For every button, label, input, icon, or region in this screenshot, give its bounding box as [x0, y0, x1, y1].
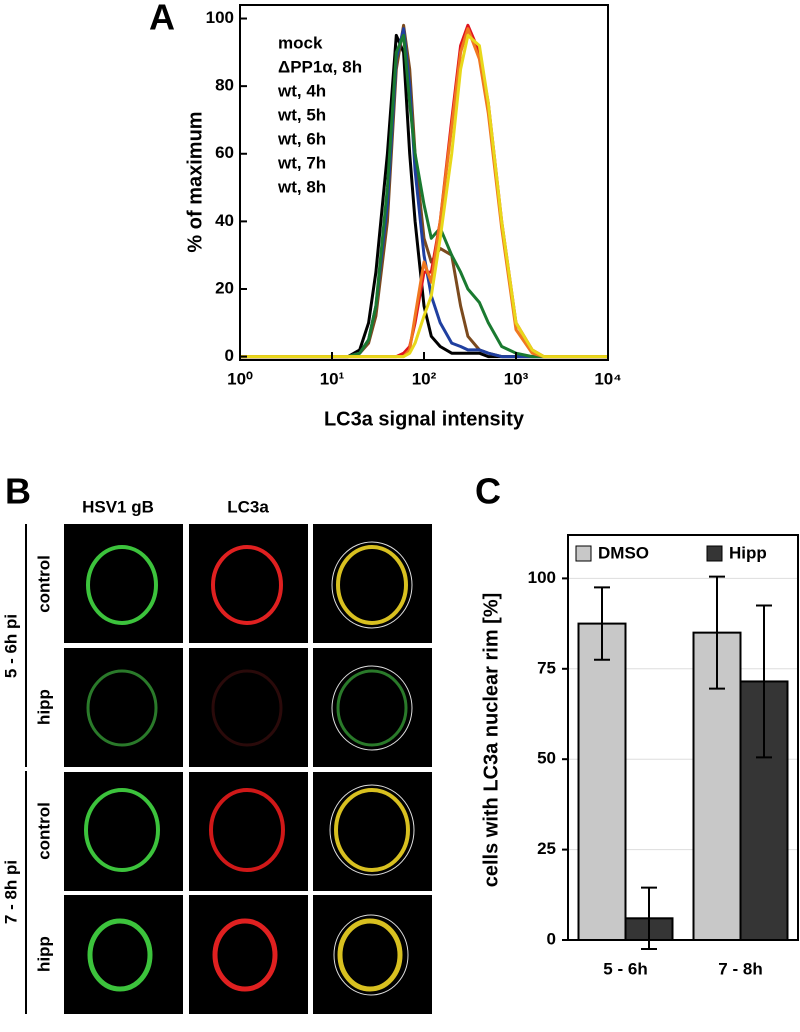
micrograph [64, 895, 183, 1014]
column-label: LC3a [227, 497, 269, 516]
outline [329, 784, 415, 876]
y-tick-label: 100 [528, 568, 556, 587]
error-bar [641, 886, 657, 951]
cell [86, 669, 158, 747]
error-bar [756, 604, 772, 759]
legend-label: wt, 6h [277, 129, 326, 148]
y-tick-label: 75 [537, 658, 556, 677]
group-label: 5 - 6h pi [1, 614, 20, 678]
legend-label: wt, 7h [277, 153, 326, 172]
legend-label: DMSO [598, 543, 649, 562]
x-tick-label: 10³ [504, 369, 529, 388]
outline [333, 914, 409, 996]
bar [577, 622, 627, 941]
x-axis-title: LC3a signal intensity [324, 408, 525, 430]
micrograph [64, 648, 183, 767]
panel-label: A [149, 0, 175, 38]
column-label: HSV1 gB [82, 497, 154, 516]
x-tick-label: 10¹ [320, 369, 345, 388]
cell [211, 545, 283, 625]
cell [209, 788, 285, 872]
cell [211, 669, 283, 747]
legend-label: mock [278, 33, 323, 52]
y-tick-label: 80 [215, 76, 234, 95]
panel-label: C [475, 471, 501, 512]
y-axis-title: cells with LC3a nuclear rim [%] [480, 593, 502, 888]
micrographs [64, 524, 432, 1014]
x-tick-label: 5 - 6h [603, 959, 647, 978]
x-tick-label: 10⁰ [227, 369, 253, 388]
cell [212, 918, 278, 992]
cell [87, 918, 153, 992]
y-tick-label: 40 [215, 211, 234, 230]
micrograph [64, 524, 183, 643]
x-tick-label: 10² [412, 369, 437, 388]
micrograph [189, 648, 308, 767]
legend-label: wt, 8h [277, 177, 326, 196]
legend-label: wt, 5h [277, 105, 326, 124]
panel-label: B [5, 471, 31, 512]
x-tick-label: 7 - 8h [718, 959, 762, 978]
outline [331, 541, 413, 629]
legend-label: ΔPP1α, 8h [278, 57, 362, 76]
y-tick-label: 0 [547, 929, 556, 948]
cell [337, 918, 403, 992]
cell [84, 788, 160, 872]
cell [336, 545, 408, 625]
cell [86, 545, 158, 625]
legend-swatch [706, 545, 723, 562]
series-line [240, 33, 608, 359]
y-tick-label: 20 [215, 278, 234, 297]
error-bar [709, 575, 725, 690]
group-label: 7 - 8h pi [1, 860, 20, 924]
legend-label: Hipp [729, 543, 767, 562]
y-tick-label: 0 [225, 346, 234, 365]
y-tick-label: 25 [537, 839, 556, 858]
row-label: control [34, 802, 53, 860]
row-label: control [34, 555, 53, 613]
micrograph [189, 895, 308, 1014]
cell [334, 788, 410, 872]
y-tick-label: 60 [215, 143, 234, 162]
micrograph [313, 895, 432, 1014]
cell [336, 669, 408, 747]
micrograph [189, 524, 308, 643]
error-bar [594, 586, 610, 661]
outline [331, 665, 413, 751]
legend-label: wt, 4h [277, 81, 326, 100]
legend-swatch [575, 545, 592, 562]
row-label: hipp [34, 689, 53, 725]
plot-frame [567, 534, 799, 941]
row-label: hipp [34, 936, 53, 972]
x-tick-label: 10⁴ [594, 369, 621, 388]
y-tick-label: 100 [206, 8, 234, 27]
y-axis-title: % of maximum [184, 111, 206, 252]
y-tick-label: 50 [537, 749, 556, 768]
series-line [240, 33, 608, 359]
